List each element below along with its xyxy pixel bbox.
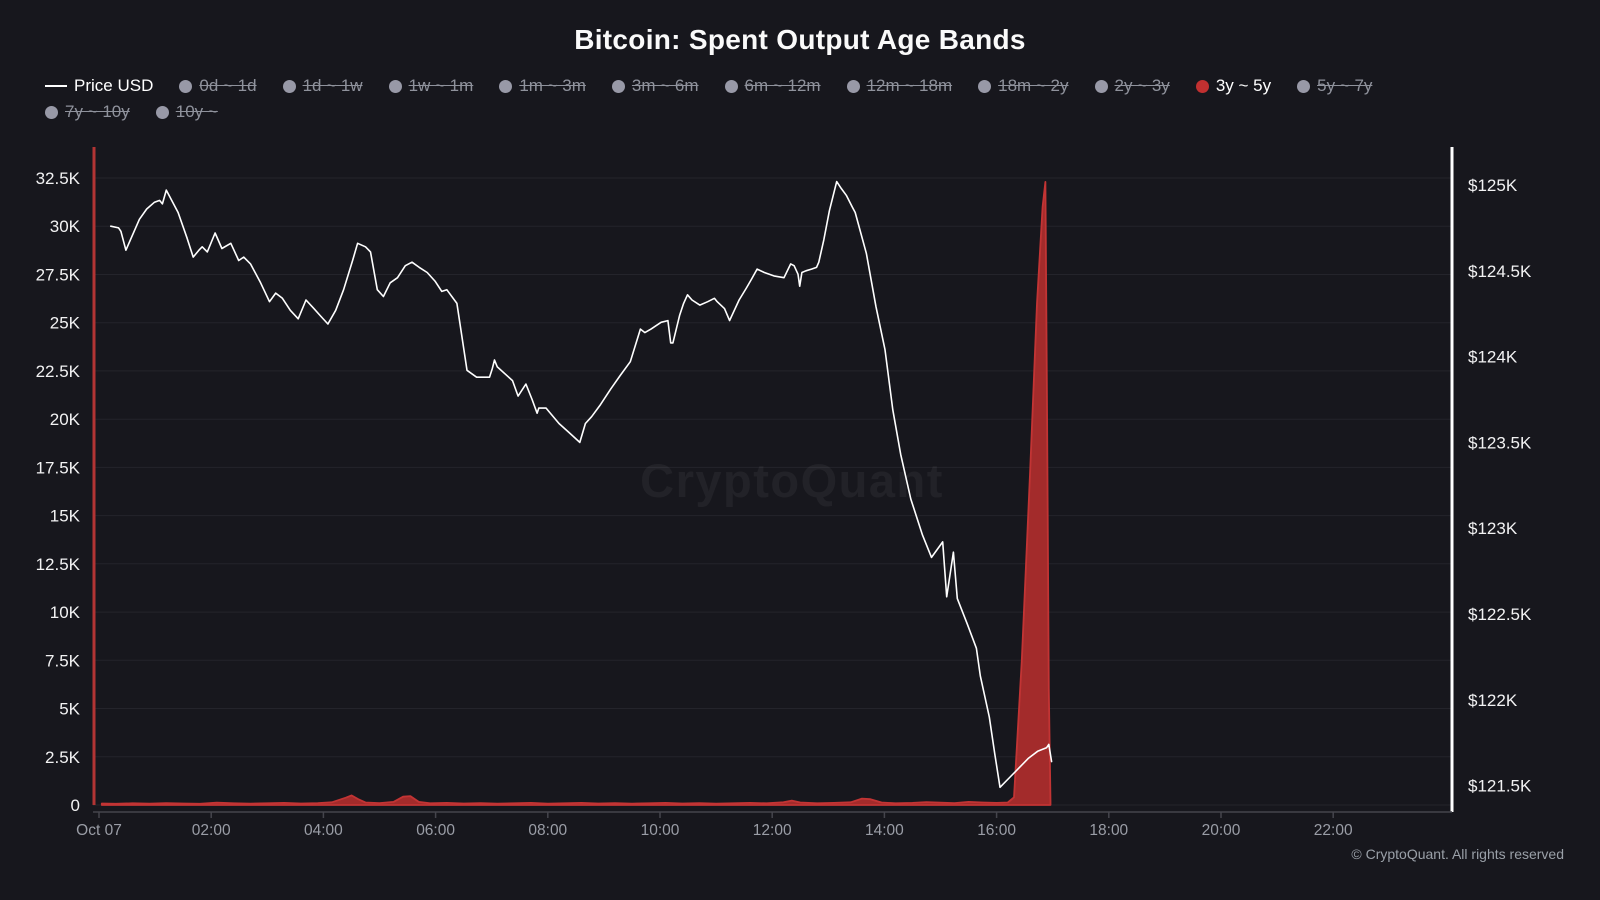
series-dot-icon: [179, 79, 193, 93]
legend-item-1d-1w[interactable]: 1d ~ 1w: [282, 76, 363, 96]
left-axis-tick-label: 2.5K: [45, 748, 81, 767]
price-line-icon: [45, 85, 67, 87]
left-axis-tick-label: 12.5K: [36, 555, 81, 574]
x-axis-tick-label: 18:00: [1089, 822, 1128, 839]
series-dot-icon: [611, 79, 625, 93]
legend-item-label: 0d ~ 1d: [199, 76, 257, 95]
series-dot-icon: [155, 105, 169, 119]
legend-item-label: 3y ~ 5y: [1215, 76, 1272, 95]
price-line: [110, 180, 1053, 789]
series-dot-icon: [724, 79, 738, 93]
series-dot-icon: [45, 105, 58, 119]
left-axis-tick-label: 32.5K: [36, 169, 81, 188]
x-axis-tick-label: 02:00: [192, 822, 231, 839]
right-axis-tick-label: $121.5K: [1468, 777, 1532, 796]
right-axis-tick-label: $122.5K: [1468, 605, 1532, 624]
legend-item-price-usd[interactable]: Price USD: [45, 76, 153, 96]
left-axis-tick-label: 7.5K: [45, 651, 81, 670]
legend-item-3y-5y[interactable]: 3y ~ 5y: [1195, 76, 1272, 96]
series-dot-icon: [1195, 79, 1209, 93]
legend-item-label: Price USD: [74, 76, 154, 95]
right-axis-tick-label: $125K: [1468, 176, 1518, 195]
legend-item-label: 12m ~ 18m: [866, 76, 953, 95]
left-axis-tick-label: 27.5K: [36, 266, 81, 285]
legend-item-label: 1d ~ 1w: [302, 76, 363, 95]
x-axis-tick-label: 16:00: [977, 822, 1016, 839]
legend-row-2: 7y ~ 10y 10y ~: [45, 102, 1555, 122]
legend-item-label: 2y ~ 3y: [1114, 76, 1170, 95]
series-dot-icon: [499, 79, 513, 93]
left-axis-tick-label: 30K: [50, 217, 81, 236]
x-axis-tick-label: 10:00: [641, 822, 680, 839]
right-axis-tick-label: $123K: [1468, 519, 1518, 538]
x-axis-tick-label: 20:00: [1202, 822, 1241, 839]
left-axis-tick-label: 20K: [50, 410, 81, 429]
legend-item-5y-7y[interactable]: 5y ~ 7y: [1297, 76, 1372, 96]
series-dot-icon: [1094, 79, 1108, 93]
legend-item-3m-6m[interactable]: 3m ~ 6m: [611, 76, 699, 96]
legend-item-label: 10y ~: [175, 102, 218, 121]
copyright-text: © CryptoQuant. All rights reserved: [1351, 846, 1564, 862]
series-dot-icon: [846, 79, 860, 93]
series-dot-icon: [1297, 79, 1311, 93]
x-axis-tick-label: 22:00: [1314, 822, 1353, 839]
series-dot-icon: [388, 79, 402, 93]
left-axis-tick-label: 10K: [50, 603, 81, 622]
legend-item-7y-10y[interactable]: 7y ~ 10y: [45, 102, 130, 122]
left-axis-tick-label: 0: [71, 796, 80, 815]
legend-item-label: 7y ~ 10y: [65, 102, 130, 121]
left-axis-tick-label: 22.5K: [36, 362, 81, 381]
x-axis-tick-label: Oct 07: [76, 822, 122, 839]
x-axis-tick-label: 06:00: [416, 822, 455, 839]
legend-item-2y-3y[interactable]: 2y ~ 3y: [1094, 76, 1170, 96]
legend-item-10y[interactable]: 10y ~: [155, 102, 218, 122]
right-axis-tick-label: $124.5K: [1468, 262, 1532, 281]
series-dot-icon: [282, 79, 296, 93]
watermark-text: CryptoQuant: [640, 454, 944, 507]
band-area-3y-5y: [100, 180, 1052, 806]
x-axis-tick-label: 14:00: [865, 822, 904, 839]
legend-item-label: 1m ~ 3m: [519, 76, 586, 95]
legend-item-label: 5y ~ 7y: [1317, 76, 1373, 95]
left-axis-tick-label: 5K: [59, 700, 80, 719]
legend-item-0d-1d[interactable]: 0d ~ 1d: [179, 76, 257, 96]
legend-item-18m-2y[interactable]: 18m ~ 2y: [978, 76, 1069, 96]
series-dot-icon: [978, 79, 992, 93]
right-axis-tick-label: $122K: [1468, 691, 1518, 710]
x-axis-tick-label: 04:00: [304, 822, 343, 839]
legend-item-6m-12m[interactable]: 6m ~ 12m: [724, 76, 821, 96]
legend-item-label: 1w ~ 1m: [408, 76, 474, 95]
legend-item-12m-18m[interactable]: 12m ~ 18m: [846, 76, 953, 96]
left-axis-tick-label: 17.5K: [36, 458, 81, 477]
left-axis-tick-label: 25K: [50, 314, 81, 333]
x-axis-tick-label: 12:00: [753, 822, 792, 839]
right-axis-tick-label: $124K: [1468, 348, 1518, 367]
left-axis-tick-label: 15K: [50, 507, 81, 526]
right-axis-tick-label: $123.5K: [1468, 433, 1532, 452]
legend-item-label: 6m ~ 12m: [744, 76, 821, 95]
chart-title: Bitcoin: Spent Output Age Bands: [574, 24, 1026, 55]
x-axis-tick-label: 08:00: [528, 822, 567, 839]
legend-item-1w-1m[interactable]: 1w ~ 1m: [388, 76, 474, 96]
legend-item-label: 18m ~ 2y: [998, 76, 1069, 95]
legend-item-1m-3m[interactable]: 1m ~ 3m: [499, 76, 586, 96]
legend-row-1: Price USD 0d ~ 1d 1d ~ 1w 1w ~ 1m 1m ~ 3m 3m …: [45, 76, 1555, 96]
legend-item-label: 3m ~ 6m: [631, 76, 699, 95]
legend: Price USD 0d ~ 1d 1d ~ 1w 1w ~ 1m 1m ~ 3m 3m …: [45, 76, 1555, 128]
